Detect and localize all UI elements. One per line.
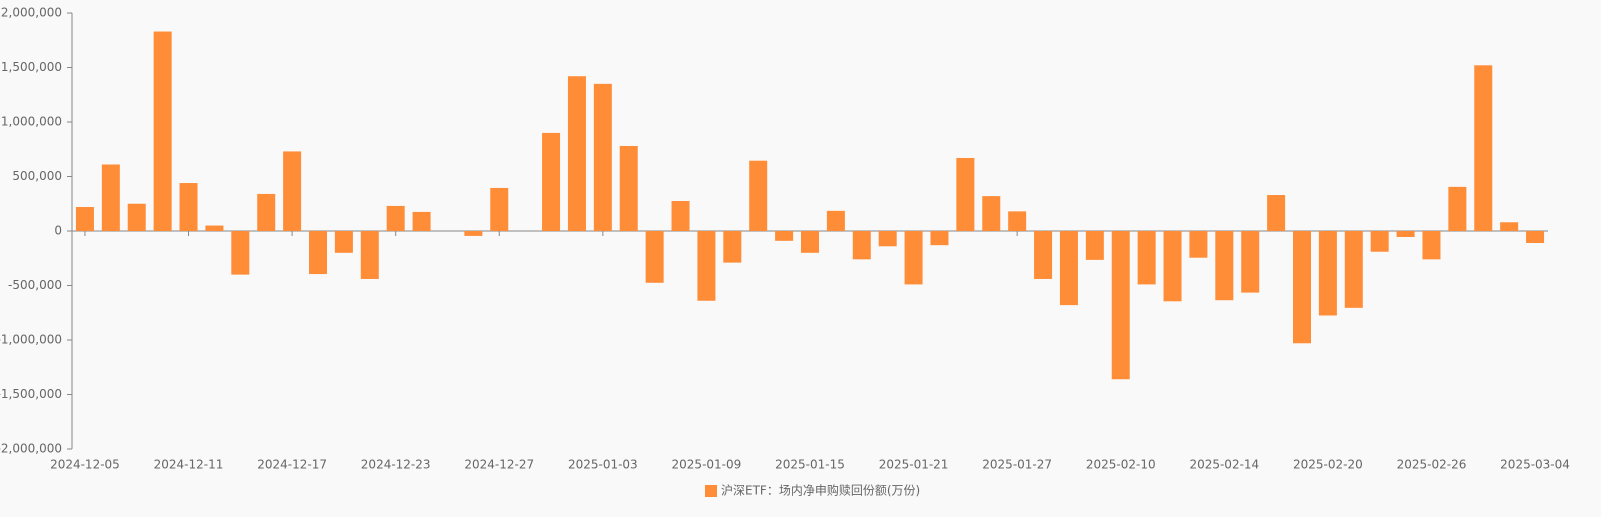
bar bbox=[697, 231, 716, 301]
x-tick-label: 2024-12-05 bbox=[50, 458, 120, 472]
bar bbox=[567, 76, 586, 231]
bar bbox=[1293, 231, 1311, 344]
bar bbox=[179, 183, 198, 231]
bar bbox=[1137, 231, 1156, 285]
bar bbox=[1474, 65, 1493, 231]
bar bbox=[334, 231, 353, 253]
bar bbox=[1526, 231, 1545, 243]
y-tick-label: -2,000,000 bbox=[0, 442, 62, 456]
y-tick-label: 0 bbox=[54, 224, 62, 238]
bar bbox=[412, 211, 431, 231]
y-tick-label: -1,500,000 bbox=[0, 387, 62, 401]
x-tick-label: 2024-12-27 bbox=[464, 458, 534, 472]
bar bbox=[542, 132, 561, 231]
bar bbox=[593, 83, 612, 231]
legend-label: 沪深ETF：场内净申购赎回份额(万份) bbox=[721, 483, 920, 498]
x-tick-label: 2025-01-15 bbox=[775, 458, 845, 472]
bar bbox=[231, 231, 250, 275]
bar bbox=[723, 231, 742, 263]
bar bbox=[1422, 231, 1441, 260]
x-tick-label: 2024-12-23 bbox=[361, 458, 431, 472]
x-tick-label: 2025-02-26 bbox=[1397, 458, 1467, 472]
bar bbox=[1163, 231, 1182, 302]
legend-swatch bbox=[705, 485, 717, 497]
x-tick-label: 2025-01-27 bbox=[982, 458, 1052, 472]
bar bbox=[852, 231, 871, 260]
y-tick-label: 2,000,000 bbox=[1, 6, 62, 20]
bar bbox=[619, 145, 638, 231]
bar bbox=[826, 210, 845, 231]
y-tick-label: -500,000 bbox=[8, 278, 62, 292]
x-tick-label: 2025-01-03 bbox=[568, 458, 638, 472]
bar bbox=[1215, 231, 1234, 301]
bar bbox=[153, 31, 172, 232]
bar bbox=[1500, 222, 1519, 231]
bar bbox=[1059, 231, 1078, 306]
bar bbox=[386, 205, 405, 231]
y-tick-label: 1,500,000 bbox=[1, 60, 62, 74]
bar bbox=[982, 196, 1001, 231]
bar bbox=[283, 151, 302, 231]
bar bbox=[749, 160, 768, 231]
bar bbox=[1189, 231, 1208, 258]
bar bbox=[930, 231, 949, 246]
bar bbox=[1370, 231, 1389, 252]
bar bbox=[1267, 195, 1286, 231]
bar bbox=[205, 225, 224, 231]
bar bbox=[775, 231, 794, 241]
bar bbox=[101, 164, 120, 231]
bar bbox=[1448, 186, 1467, 231]
bar bbox=[645, 231, 664, 283]
bar bbox=[127, 203, 146, 231]
bar bbox=[1318, 231, 1337, 316]
x-tick-label: 2024-12-11 bbox=[154, 458, 224, 472]
bar bbox=[956, 157, 975, 231]
x-tick-label: 2024-12-17 bbox=[257, 458, 327, 472]
bar bbox=[490, 187, 509, 231]
bar bbox=[1085, 231, 1104, 260]
bar bbox=[1111, 231, 1130, 380]
bar bbox=[257, 193, 276, 231]
x-tick-label: 2025-02-14 bbox=[1189, 458, 1259, 472]
bar bbox=[801, 231, 819, 253]
bar bbox=[671, 201, 690, 231]
y-tick-label: 1,000,000 bbox=[1, 115, 62, 129]
bar bbox=[1396, 231, 1415, 237]
bar bbox=[1344, 231, 1363, 308]
x-tick-label: 2025-02-20 bbox=[1293, 458, 1363, 472]
bar bbox=[1008, 211, 1027, 231]
x-tick-label: 2025-01-21 bbox=[879, 458, 949, 472]
bar bbox=[75, 207, 94, 231]
bar bbox=[360, 231, 379, 279]
x-tick-label: 2025-02-10 bbox=[1086, 458, 1156, 472]
x-tick-label: 2025-01-09 bbox=[672, 458, 742, 472]
x-tick-label: 2025-03-04 bbox=[1500, 458, 1570, 472]
bar bbox=[1034, 231, 1053, 279]
bar bbox=[309, 231, 327, 275]
y-tick-label: 500,000 bbox=[12, 169, 62, 183]
bar bbox=[878, 231, 897, 247]
bar bbox=[1241, 231, 1260, 293]
y-tick-label: -1,000,000 bbox=[0, 333, 62, 347]
bar bbox=[464, 231, 483, 236]
bar bbox=[904, 231, 923, 285]
